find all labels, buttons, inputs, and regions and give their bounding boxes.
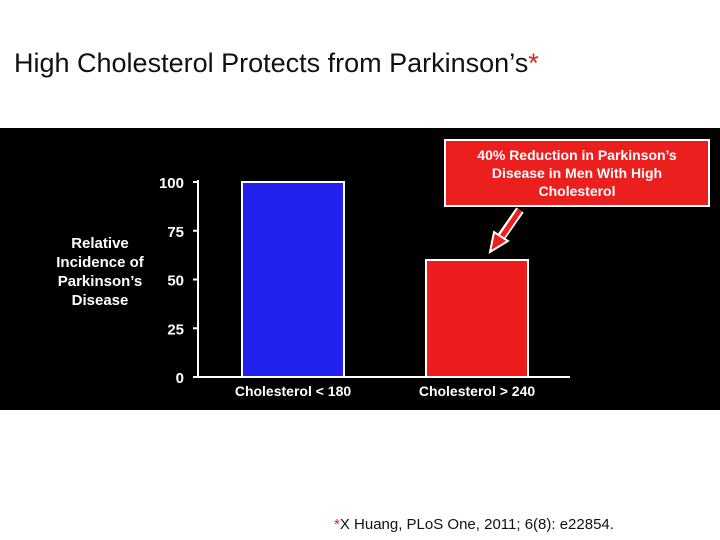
- callout-arrow-head: [488, 230, 510, 255]
- chart-panel: 0 25 50 75 100 Cholesterol < 180 Cholesterol >…: [0, 128, 720, 410]
- y-axis-label: Relative Incidence of Parkinson’s Diseas…: [56, 235, 144, 309]
- callout-box: 40% Reduction in Parkinson’s Disease in …: [444, 139, 710, 207]
- y-tick-label: 25: [167, 321, 184, 338]
- bar-low-cholesterol: [241, 181, 345, 378]
- citation: *X Huang, PLoS One, 2011; 6(8): e22854.: [334, 516, 614, 533]
- citation-text: X Huang, PLoS One, 2011; 6(8): e22854.: [339, 516, 614, 533]
- x-tick-label: Cholesterol > 240: [419, 383, 536, 399]
- bar-chart: 0 25 50 75 100 Cholesterol < 180 Cholesterol >…: [159, 175, 570, 399]
- title-text: High Cholesterol Protects from Parkinson…: [14, 48, 529, 78]
- title-asterisk: *: [528, 48, 539, 78]
- y-tick-label: 0: [176, 370, 184, 387]
- slide-title: High Cholesterol Protects from Parkinson…: [14, 48, 539, 79]
- bar-high-cholesterol: [425, 259, 529, 378]
- y-tick-label: 75: [167, 224, 184, 241]
- callout-arrow-shaft: [498, 208, 523, 240]
- y-tick-label: 100: [159, 175, 184, 192]
- y-tick-label: 50: [167, 273, 184, 290]
- x-tick-label: Cholesterol < 180: [235, 383, 352, 399]
- citation-asterisk: *: [334, 516, 340, 533]
